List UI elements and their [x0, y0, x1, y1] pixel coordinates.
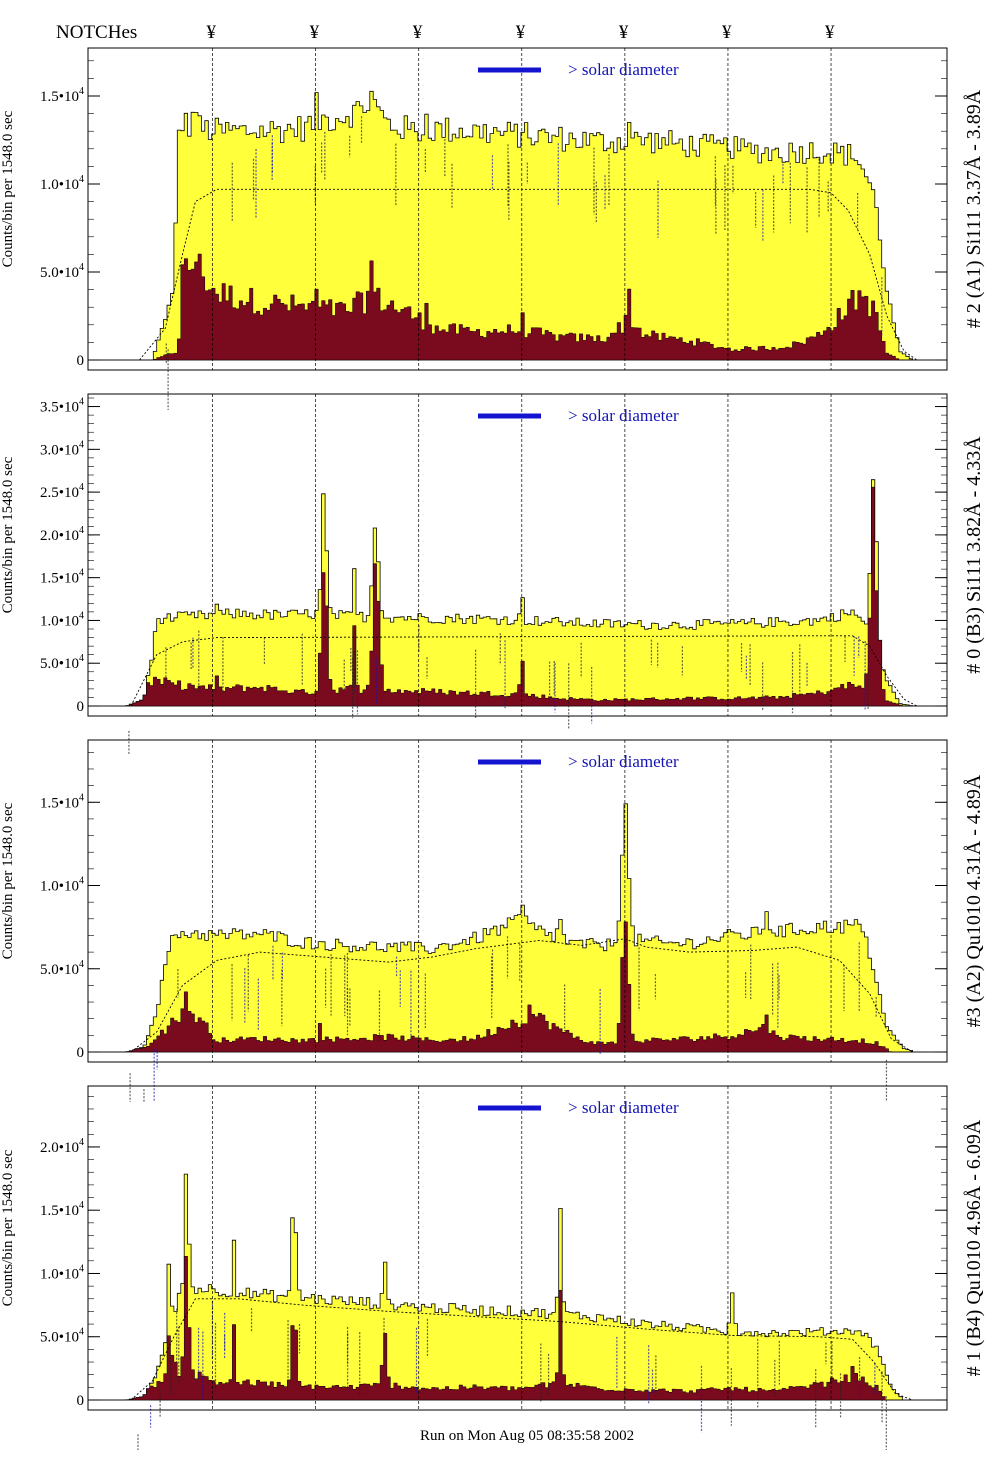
y-tick-label: 2.5•104: [40, 482, 84, 501]
notch-markers: ¥ ¥ ¥ ¥ ¥ ¥ ¥: [207, 22, 835, 43]
line-label-annotations: [128, 625, 869, 756]
legend-text: > solar diameter: [568, 752, 679, 771]
yellow-histogram: [88, 803, 947, 1053]
notch-marker-6: ¥: [722, 22, 732, 43]
model-curve: [139, 188, 918, 361]
yellow-histogram: [88, 1173, 947, 1401]
panel-right-label: # 1 (B4) Qu1010 4.96Å - 6.09Å: [963, 1119, 985, 1376]
y-tick-label: 0: [77, 699, 85, 715]
model-curve: [130, 635, 918, 707]
y-tick-label: 3.5•104: [40, 397, 84, 416]
y-tick-label: 1.0•104: [40, 610, 84, 629]
plot-frame: [87, 393, 948, 717]
panel-1: 0 5.0•104 1.0•104 1.5•104 Counts/bin per 154…: [0, 47, 985, 410]
line-label-annotations: [129, 936, 888, 1102]
y-axis-label: Counts/bin per 1548.0 sec: [0, 802, 16, 959]
notch-marker-2: ¥: [310, 22, 320, 43]
y-tick-label: 1.5•104: [40, 1200, 84, 1219]
run-footer: Run on Mon Aug 05 08:35:58 2002: [420, 1428, 634, 1444]
panels: 0 5.0•104 1.0•104 1.5•104 Counts/bin per 154…: [0, 47, 985, 1450]
panel-right-label: # 0 (B3) Si111 3.82Å - 4.33Å: [963, 436, 985, 674]
yellow-histogram: [88, 90, 947, 361]
model-curve: [130, 1298, 913, 1401]
legend-text: > solar diameter: [568, 60, 679, 79]
y-tick-label: 2.0•104: [40, 1137, 84, 1156]
y-tick-label: 5.0•104: [40, 959, 84, 978]
notch-marker-3: ¥: [413, 22, 423, 43]
panel-right-label: # 2 (A1) Si111 3.37Å - 3.89Å: [963, 89, 985, 328]
notch-marker-5: ¥: [619, 22, 629, 43]
legend-text: > solar diameter: [568, 1098, 679, 1117]
y-tick-label: 1.0•104: [40, 174, 84, 193]
y-tick-label: 0: [77, 1045, 85, 1061]
dark-histogram: [88, 253, 947, 361]
y-axis-label: Counts/bin per 1548.0 sec: [0, 110, 16, 267]
y-tick-label: 0: [77, 1393, 85, 1409]
panel-4: 0 5.0•104 1.0•104 1.5•104 2.0•104 Counts/bin …: [0, 1085, 985, 1450]
y-tick-label: 5.0•104: [40, 653, 84, 672]
panel-2: 0 5.0•104 1.0•104 1.5•104 2.0•104 2.5•104 3.0•…: [0, 393, 985, 756]
notch-marker-4: ¥: [516, 22, 526, 43]
legend-text: > solar diameter: [568, 406, 679, 425]
panel-3: 0 5.0•104 1.0•104 1.5•104 Counts/bin per 154…: [0, 739, 985, 1102]
yellow-histogram: [88, 479, 947, 707]
plot-frame: [87, 47, 948, 371]
y-tick-label: 1.5•104: [40, 86, 84, 105]
dark-histogram: [88, 1256, 947, 1401]
y-tick-label: 5.0•104: [40, 262, 84, 281]
notch-marker-7: ¥: [825, 22, 835, 43]
y-tick-label: 0: [77, 353, 85, 369]
notch-marker-1: ¥: [207, 22, 217, 43]
line-label-annotations: [137, 1300, 887, 1450]
dark-histogram: [88, 486, 947, 707]
notches-label: NOTCHes: [56, 22, 137, 43]
line-label-annotations: [165, 116, 883, 410]
y-tick-label: 3.0•104: [40, 439, 84, 458]
dark-histogram: [88, 921, 947, 1053]
y-tick-label: 1.5•104: [40, 568, 84, 587]
y-tick-label: 2.0•104: [40, 525, 84, 544]
y-axis-label: Counts/bin per 1548.0 sec: [0, 456, 16, 613]
y-tick-label: 1.0•104: [40, 1263, 84, 1282]
panel-right-label: #3 (A2) Qu1010 4.31Å - 4.89Å: [963, 774, 985, 1027]
y-tick-label: 5.0•104: [40, 1327, 84, 1346]
y-tick-label: 1.0•104: [40, 876, 84, 895]
y-tick-label: 1.5•104: [40, 792, 84, 811]
y-axis-label: Counts/bin per 1548.0 sec: [0, 1149, 16, 1306]
plot-frame: [87, 739, 948, 1063]
